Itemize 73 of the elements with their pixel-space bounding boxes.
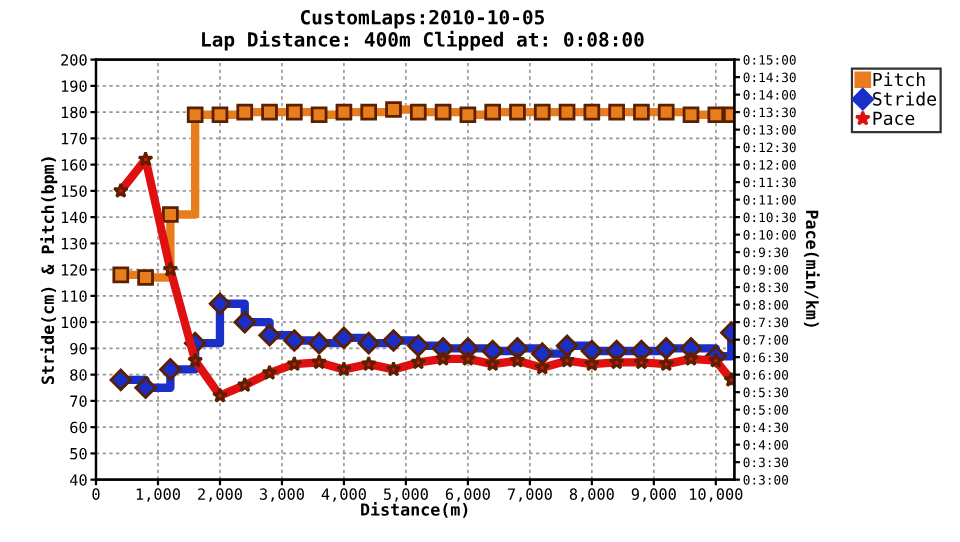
point [211, 387, 228, 403]
point [580, 339, 604, 363]
point [583, 103, 601, 121]
point [137, 269, 154, 286]
point [233, 310, 256, 334]
chart-subtitle: Lap Distance: 400m Clipped at: 0:08:00 [202, 30, 644, 51]
point [335, 361, 352, 377]
point [261, 103, 278, 121]
point [555, 334, 579, 357]
point [258, 324, 281, 347]
point [208, 292, 232, 315]
y2-axis-title: Pace(min/km) [803, 210, 820, 327]
point [283, 329, 306, 352]
point [109, 368, 132, 392]
point [407, 334, 430, 357]
x-axis-title: Distance(m) [361, 501, 468, 518]
point [682, 106, 700, 124]
point [286, 103, 303, 121]
legend-label: Pace [873, 111, 915, 126]
point [558, 103, 576, 121]
point [112, 182, 129, 198]
point [655, 337, 678, 360]
point [484, 355, 501, 372]
point [534, 359, 551, 375]
point [211, 106, 229, 124]
point [409, 103, 427, 121]
point [311, 354, 328, 370]
point [310, 106, 328, 124]
point [509, 103, 526, 121]
point [484, 103, 502, 121]
point [137, 151, 154, 167]
point [583, 355, 600, 372]
point [459, 106, 477, 124]
point [608, 103, 625, 121]
y-axis-title: Stride(cm) & Pitch(bpm) [40, 157, 58, 384]
point [162, 261, 179, 277]
point [236, 376, 253, 393]
point [134, 376, 157, 399]
point [357, 331, 380, 355]
point [332, 326, 356, 350]
point [459, 350, 476, 366]
point [382, 329, 405, 352]
point [159, 358, 182, 381]
point [236, 103, 254, 121]
point [385, 101, 402, 118]
point [509, 352, 526, 368]
point [261, 364, 278, 380]
point [286, 355, 303, 372]
point [435, 350, 452, 366]
point [186, 106, 204, 124]
legend-label: Pitch [873, 72, 925, 87]
point [633, 354, 650, 370]
point [559, 352, 576, 368]
point [162, 206, 179, 223]
point [633, 103, 650, 121]
point [683, 350, 700, 366]
point [434, 103, 452, 121]
point [657, 103, 675, 121]
point [608, 354, 625, 370]
point [307, 331, 331, 355]
chart-title: CustomLaps:2010-10-05 [300, 9, 544, 29]
legend-label: Stride [873, 91, 936, 106]
point [707, 106, 725, 124]
point [481, 339, 504, 363]
point [360, 355, 377, 372]
point [187, 352, 204, 368]
point [335, 103, 353, 121]
point [385, 361, 402, 377]
point [531, 342, 554, 365]
point [533, 103, 551, 121]
point [360, 103, 378, 121]
point [112, 266, 130, 284]
point [410, 354, 427, 370]
